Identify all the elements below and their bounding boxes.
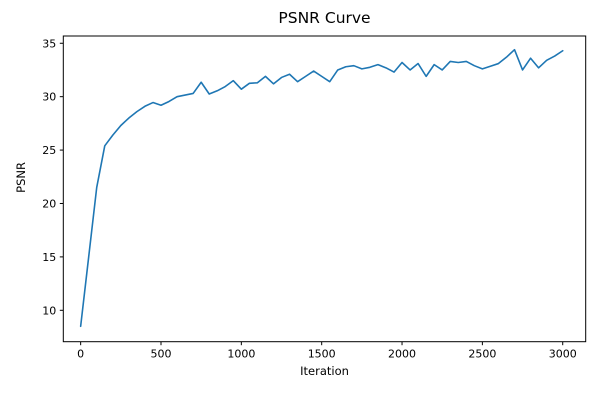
x-tick-label: 2500	[468, 348, 496, 361]
psnr-series-line	[79, 48, 564, 328]
x-tick-label: 3000	[549, 348, 577, 361]
y-tick-label: 35	[42, 37, 56, 50]
x-axis-label: Iteration	[300, 364, 349, 378]
y-tick-label: 25	[42, 144, 56, 157]
x-tick-label: 500	[150, 348, 171, 361]
y-tick-label: 15	[42, 251, 56, 264]
x-tick-label: 1500	[308, 348, 336, 361]
y-tick-label: 10	[42, 304, 56, 317]
x-tick-label: 2000	[388, 348, 416, 361]
x-tick-label: 0	[77, 348, 84, 361]
axes-spines	[62, 35, 587, 343]
x-tick-label: 1000	[227, 348, 255, 361]
y-axis-label: PSNR	[14, 162, 28, 193]
chart-title: PSNR Curve	[278, 9, 371, 27]
y-tick-label: 20	[42, 197, 56, 210]
y-tick-label: 30	[42, 91, 56, 104]
